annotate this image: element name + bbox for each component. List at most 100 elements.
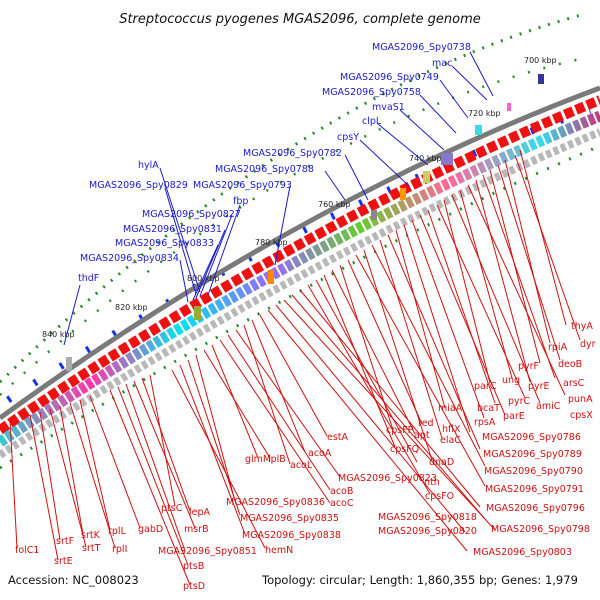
gene-label: srtF [56, 536, 74, 547]
feature-block [400, 188, 406, 200]
outer-feature-blocks [66, 74, 544, 371]
gene-label: amiC [536, 401, 561, 412]
gene-label: fbp [233, 196, 248, 207]
gene-label: MGAS2096_Spy0823 [338, 473, 437, 484]
gene-label: MGAS2096_Spy0786 [482, 432, 581, 443]
gene-label: estA [327, 432, 349, 443]
gene-label: hemN [265, 545, 293, 556]
gene-label: hflX [442, 424, 461, 435]
gene-label: lplB [268, 454, 286, 465]
gene-label: acoA [308, 448, 332, 459]
gene-label: acoB [330, 486, 353, 497]
forward-strand-track [0, 95, 600, 435]
gene-label: thdF [78, 273, 99, 284]
gene-label: srtE [54, 556, 73, 567]
gene-label: MGAS2096_Spy0818 [378, 512, 477, 523]
gene-label: acoC [330, 498, 354, 509]
feature-block [507, 103, 511, 111]
gene-label: mac [432, 58, 452, 69]
kbp-label: 820 kbp [115, 303, 148, 312]
gene-label: MGAS2096_Spy0835 [240, 513, 339, 524]
kbp-label: 780 kbp [255, 238, 288, 247]
gene-label: MGAS2096_Spy0833 [115, 238, 214, 249]
gene-label: MGAS2096_Spy0782 [243, 148, 342, 159]
red-connectors [9, 149, 581, 586]
kbp-label: 760 kbp [318, 200, 351, 209]
gene-label: lepA [189, 507, 211, 518]
gene-label: cpsY [337, 132, 359, 143]
genome-backbone [0, 85, 600, 421]
feature-block [66, 357, 72, 371]
feature-block [538, 74, 544, 84]
gene-label: red [418, 418, 434, 429]
gene-label: srtT [82, 543, 101, 554]
feature-block [423, 171, 430, 183]
gene-label: MGAS2096_Spy0803 [473, 547, 572, 558]
gene-label: msrB [184, 524, 209, 535]
kbp-labels: 700 kbp 720 kbp 740 kbp 760 kbp 780 kbp … [42, 56, 557, 339]
kbp-label: 840 kbp [42, 330, 75, 339]
gene-label: glmM [245, 454, 271, 465]
kbp-label: 740 kbp [409, 154, 442, 163]
feature-block [371, 210, 377, 220]
gene-label: mvaS1 [372, 102, 405, 113]
gene-label: cpsFP [386, 425, 414, 436]
gene-label: cpsX [570, 410, 593, 421]
gene-label: MGAS2096_Spy0758 [322, 87, 421, 98]
cog-category-track [0, 110, 600, 447]
gene-label: dnaD [429, 457, 454, 468]
gene-label: punA [568, 394, 593, 405]
gene-label: nth [424, 477, 440, 488]
gene-label: pyrC [508, 396, 531, 407]
gene-label: ung [502, 375, 520, 386]
gene-label: MGAS2096_Spy0798 [491, 524, 590, 535]
gene-label: dyr [580, 339, 596, 350]
gene-label: deoB [558, 359, 582, 370]
gene-tracks [0, 85, 600, 470]
gene-label: bcaT [477, 403, 500, 414]
gene-label: MGAS2096_Spy0738 [372, 42, 471, 53]
gene-label: MGAS2096_Spy0851 [158, 546, 257, 557]
kbp-label: 700 kbp [524, 56, 557, 65]
gene-label: cpsFQ [390, 444, 419, 455]
gene-label: parC [474, 381, 497, 392]
gene-label: gabD [138, 524, 163, 535]
feature-block [194, 306, 201, 320]
gene-label: MGAS2096_Spy0834 [80, 253, 179, 264]
gene-label: MGAS2096_Spy0827 [142, 209, 241, 220]
gene-label: MGAS2096_Spy0838 [242, 530, 341, 541]
gene-label: MGAS2096_Spy0749 [340, 72, 439, 83]
gene-label: hylA [138, 160, 159, 171]
feature-block [441, 153, 453, 165]
gene-label: acoL [290, 460, 313, 471]
gene-label: arsC [563, 378, 585, 389]
gene-label: parE [503, 411, 525, 422]
gene-label: folC1 [15, 545, 39, 556]
kbp-label: 720 kbp [468, 109, 501, 118]
gene-label: MGAS2096_Spy0829 [89, 180, 188, 191]
inner-gene-track [0, 128, 600, 459]
gene-label: thyA [571, 321, 593, 332]
red-gene-labels: thyA dyr rpiA deoB pyrF arsC pyrE punA u… [15, 321, 596, 592]
blue-connectors [63, 51, 494, 346]
gene-label: rplL [108, 526, 127, 537]
gene-label: MGAS2096_Spy0831 [123, 224, 222, 235]
gene-label: ptsD [183, 581, 205, 592]
gene-label: MGAS2096_Spy0788 [215, 164, 314, 175]
gene-label: srtK [81, 530, 101, 541]
gene-label: MGAS2096_Spy0789 [483, 449, 582, 460]
blue-gene-labels: MGAS2096_Spy0738 mac MGAS2096_Spy0749 MG… [78, 42, 471, 284]
gene-label: pyrE [528, 381, 550, 392]
gene-label: ptsC [161, 503, 183, 514]
map-title: Streptococcus pyogenes MGAS2096, complet… [119, 12, 481, 27]
gene-label: MGAS2096_Spy0793 [193, 180, 292, 191]
accession-text: Accession: NC_008023 [8, 573, 139, 587]
gene-label: MGAS2096_Spy0796 [486, 503, 585, 514]
kbp-tick-ring [0, 56, 586, 396]
gene-label: MGAS2096_Spy0820 [378, 526, 477, 537]
gene-label: cpsFO [425, 491, 454, 502]
gene-label: rpsA [474, 417, 496, 428]
topology-summary: Topology: circular; Length: 1,860,355 bp… [262, 573, 578, 587]
gene-label: MGAS2096_Spy0791 [485, 484, 584, 495]
gene-label: rpiA [548, 342, 568, 353]
